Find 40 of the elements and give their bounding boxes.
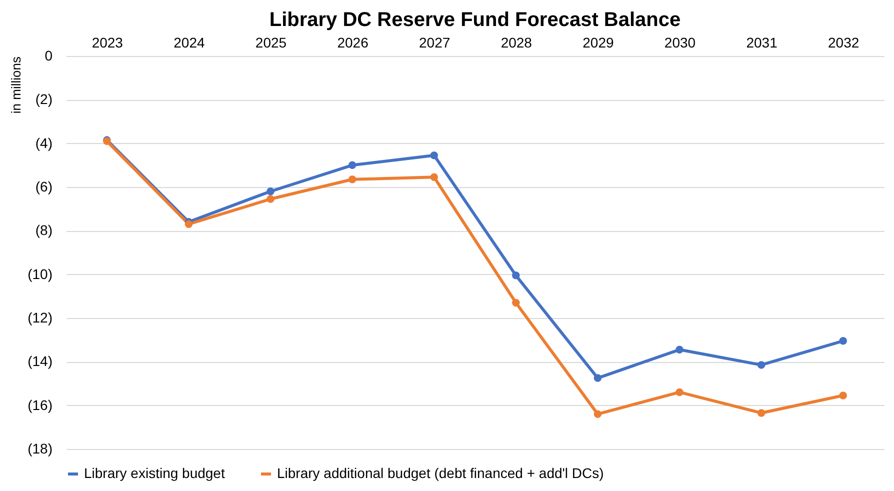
point	[430, 173, 438, 182]
x-tick-label: 2024	[174, 34, 205, 50]
x-tick-label: 2025	[255, 34, 287, 50]
y-tick-label: (4)	[35, 134, 52, 151]
x-tick-label: 2027	[419, 34, 450, 50]
point	[348, 175, 356, 184]
y-tick-label: 0	[44, 48, 53, 64]
point	[430, 151, 438, 160]
x-tick-label: 2032	[828, 34, 860, 50]
y-tick-label: (12)	[28, 310, 52, 326]
x-tick-label: 2030	[664, 34, 696, 50]
x-tick-label: 2023	[92, 34, 124, 50]
point	[266, 188, 274, 196]
x-tick-label: 2029	[582, 34, 614, 50]
point	[512, 298, 520, 307]
point	[839, 392, 847, 400]
legend-label: Library existing budget	[84, 465, 225, 481]
y-tick-label: (14)	[28, 353, 52, 370]
legend-label: Library additional budget (debt financed + add'l DCs)	[277, 465, 604, 481]
point	[676, 388, 684, 396]
y-tick-label: (6)	[35, 178, 52, 194]
point	[676, 346, 684, 354]
y-tick-label: (8)	[35, 222, 52, 238]
point	[594, 374, 602, 382]
point	[839, 337, 847, 345]
point	[757, 409, 766, 417]
y-tick-label: (18)	[28, 440, 52, 456]
x-tick-label: 2031	[746, 34, 778, 50]
x-tick-label: 2028	[500, 34, 532, 50]
chart-title: Library DC Reserve Fund Forecast Balance	[269, 9, 681, 31]
point	[757, 361, 766, 369]
point	[266, 195, 274, 203]
y-tick-label: (2)	[35, 91, 52, 108]
y-axis-title: in millions	[8, 56, 24, 114]
y-tick-label: (10)	[28, 266, 52, 282]
point	[594, 410, 602, 418]
x-tick-label: 2026	[337, 34, 369, 50]
point	[512, 272, 520, 280]
y-tick-label: (16)	[28, 396, 52, 413]
point	[348, 161, 356, 170]
